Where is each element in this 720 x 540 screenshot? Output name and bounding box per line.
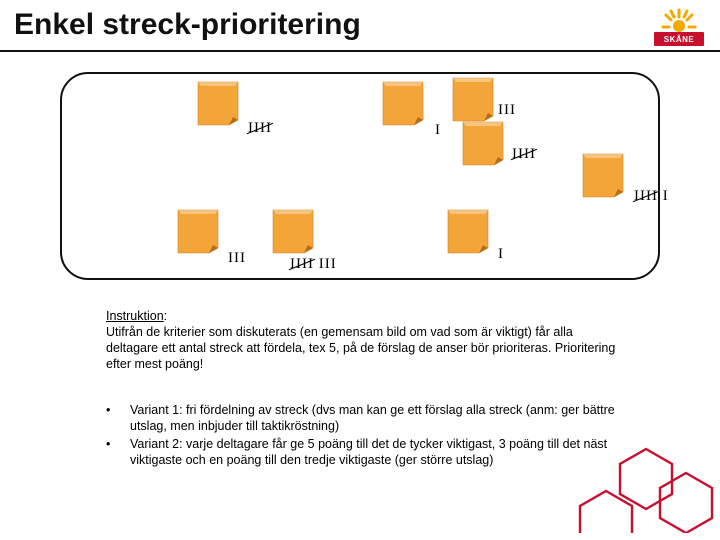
list-item-text: Variant 1: fri fördelning av streck (dvs… (130, 402, 626, 434)
variants-list: •Variant 1: fri fördelning av streck (dv… (106, 402, 626, 470)
title-rule (0, 50, 720, 52)
tally-marks: III (498, 102, 516, 119)
tally-marks: IIII I (634, 188, 669, 205)
instruction-body: Utifrån de kriterier som diskuterats (en… (106, 325, 615, 371)
sticky-note (445, 208, 491, 254)
tally-marks: IIII III (290, 256, 337, 273)
sticky-note (580, 152, 626, 198)
tally-marks: I (435, 122, 441, 139)
tally-marks: III (228, 250, 246, 267)
list-item-text: Variant 2: varje deltagare får ge 5 poän… (130, 436, 626, 468)
bullet-dot: • (106, 402, 130, 434)
tally-marks: I (498, 246, 504, 263)
brand-logo: SKÅNE (654, 4, 704, 46)
list-item: •Variant 1: fri fördelning av streck (dv… (106, 402, 626, 434)
sticky-note (460, 120, 506, 166)
brand-name: SKÅNE (654, 32, 704, 46)
tally-marks: IIII (512, 146, 536, 163)
sticky-note (380, 80, 426, 126)
sticky-note (195, 80, 241, 126)
hex-decoration (576, 443, 716, 538)
list-item: •Variant 2: varje deltagare får ge 5 poä… (106, 436, 626, 468)
sticky-note (270, 208, 316, 254)
page-title: Enkel streck-prioritering (14, 8, 361, 42)
sticky-note (175, 208, 221, 254)
instruction-heading: Instruktion (106, 309, 164, 323)
bullet-dot: • (106, 436, 130, 468)
tally-marks: IIII (248, 120, 272, 137)
idea-board (60, 72, 660, 280)
sticky-note (450, 76, 496, 122)
instruction-block: Instruktion: Utifrån de kriterier som di… (106, 308, 626, 372)
